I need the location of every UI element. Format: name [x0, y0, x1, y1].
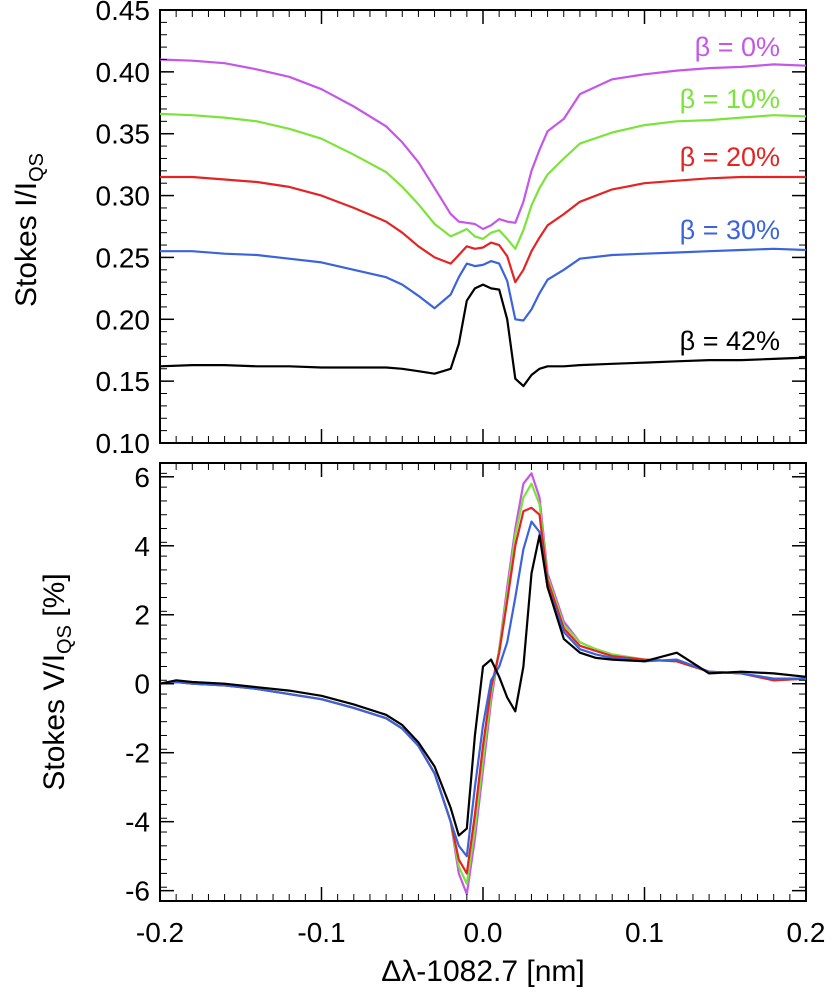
top-y-tick-label: 0.40	[96, 57, 151, 88]
bottom-y-tick-label: -6	[125, 876, 150, 907]
top-series-group	[159, 58, 807, 388]
bottom-y-axis-title: Stokes V/IQS [%]	[38, 573, 76, 790]
top-series-line-0	[159, 58, 807, 231]
top-y-tick-label: 0.30	[96, 181, 151, 212]
top-y-tick-label: 0.15	[96, 366, 151, 397]
bottom-y-tick-label: 6	[134, 462, 150, 493]
bottom-series-line-3	[159, 520, 806, 858]
top-y-axis-title: Stokes I/IQS	[10, 153, 48, 307]
top-y-axis-title-main: Stokes I/I	[10, 182, 43, 307]
bottom-series-line-2	[159, 506, 807, 875]
x-tick-label: 0.0	[464, 917, 503, 948]
top-series-line-4	[159, 283, 807, 388]
top-y-tick-label: 0.35	[96, 119, 151, 150]
x-axis-title: Δλ-1082.7 [nm]	[381, 955, 584, 988]
top-y-tick-label: 0.10	[96, 428, 151, 459]
bottom-y-axis-title-main: Stokes V/I	[38, 654, 71, 791]
top-series-line-2	[160, 175, 806, 284]
x-tick-label: -0.2	[136, 917, 184, 948]
top-y-axis-title-subscript: QS	[26, 153, 48, 182]
top-y-tick-label: 0.25	[96, 242, 151, 273]
x-tick-label: 0.1	[625, 917, 664, 948]
bottom-series-line-4	[159, 534, 807, 837]
tick-marks-group	[159, 9, 807, 902]
bottom-y-axis-title-subscript: QS	[54, 625, 76, 654]
legend-label-beta-20: β = 20%	[680, 142, 780, 172]
bottom-y-tick-label: -4	[125, 807, 150, 838]
legend-label-beta-10: β = 10%	[680, 84, 780, 114]
top-y-tick-label: 0.45	[96, 0, 151, 26]
bottom-y-tick-label: -2	[125, 738, 150, 769]
top-series-line-1	[159, 112, 807, 250]
bottom-y-axis-title-unit: [%]	[38, 573, 71, 625]
top-series-line-3	[160, 247, 807, 322]
top-y-tick-label: 0.20	[96, 304, 151, 335]
legend-label-beta-30: β = 30%	[680, 215, 780, 245]
x-tick-label: 0.2	[787, 917, 826, 948]
bottom-series-group	[159, 472, 807, 896]
legend-label-beta-42: β = 42%	[680, 326, 780, 356]
x-tick-label: -0.1	[297, 917, 345, 948]
bottom-series-line-1	[159, 482, 807, 885]
tick-labels-group: 0.10 0.15 0.20 0.25 0.30 0.35 0.40 0.45 6 4 2 0 -2 -4…	[96, 0, 826, 948]
bottom-series-line-0	[159, 472, 807, 896]
bottom-y-tick-label: 2	[134, 600, 150, 631]
bottom-plot-frame	[159, 462, 807, 902]
legend-label-beta-0: β = 0%	[695, 32, 780, 62]
bottom-y-tick-label: 0	[134, 669, 150, 700]
bottom-y-tick-label: 4	[134, 531, 150, 562]
